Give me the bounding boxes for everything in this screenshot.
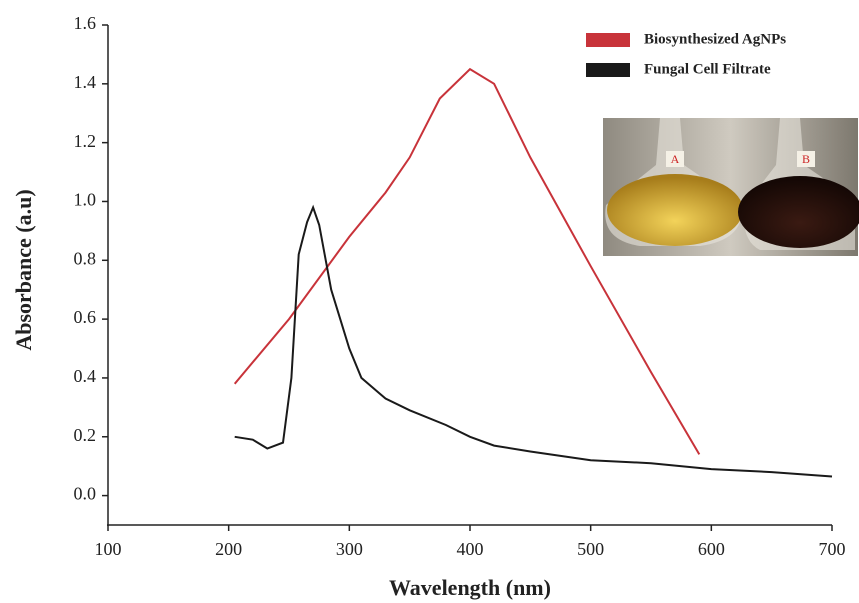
series-line <box>233 67 701 455</box>
y-tick-label: 1.6 <box>74 13 97 33</box>
series-line <box>234 204 833 478</box>
x-tick-label: 200 <box>215 539 242 559</box>
y-tick-label: 0.8 <box>74 248 97 268</box>
legend-swatch <box>586 63 630 77</box>
x-tick-label: 700 <box>819 539 846 559</box>
inset-label: B <box>802 152 810 166</box>
x-tick-label: 300 <box>336 539 363 559</box>
x-tick-label: 600 <box>698 539 725 559</box>
x-axis-label: Wavelength (nm) <box>389 575 551 600</box>
x-tick-label: 100 <box>95 539 122 559</box>
y-tick-label: 1.2 <box>74 131 97 151</box>
y-tick-label: 0.2 <box>74 425 97 445</box>
x-tick-label: 500 <box>577 539 604 559</box>
y-tick-label: 1.0 <box>74 190 97 210</box>
y-tick-label: 0.0 <box>74 484 97 504</box>
inset-label: A <box>671 152 680 166</box>
y-axis-label: Absorbance (a.u) <box>11 189 36 350</box>
y-tick-label: 0.4 <box>74 366 97 386</box>
legend-label: Fungal Cell Filtrate <box>644 61 771 77</box>
y-tick-label: 0.6 <box>74 307 97 327</box>
legend-label: Biosynthesized AgNPs <box>644 31 786 47</box>
legend-swatch <box>586 33 630 47</box>
y-tick-label: 1.4 <box>74 72 97 92</box>
inset-photo <box>603 118 859 256</box>
x-tick-label: 400 <box>457 539 484 559</box>
